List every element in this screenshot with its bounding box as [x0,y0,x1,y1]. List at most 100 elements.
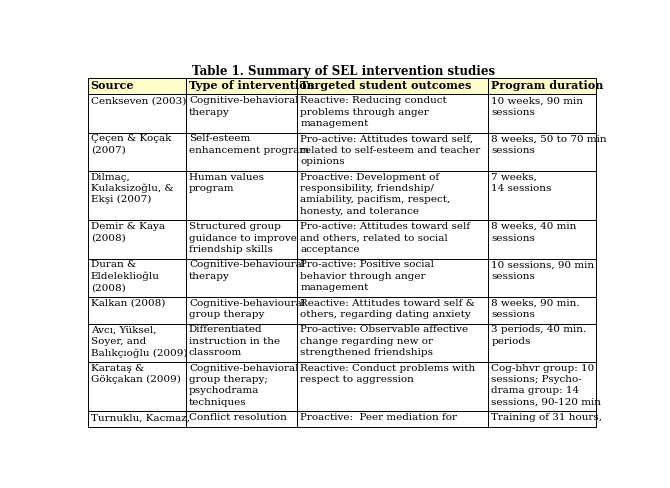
Text: classroom: classroom [189,348,242,357]
Text: drama group: 14: drama group: 14 [491,386,580,395]
Text: amiability, pacifism, respect,: amiability, pacifism, respect, [300,195,451,204]
Text: (2007): (2007) [90,146,125,155]
Text: Cenkseven (2003): Cenkseven (2003) [90,96,186,105]
Bar [186,220,297,259]
Text: others, regarding dating anxiety: others, regarding dating anxiety [300,310,471,319]
Bar [186,78,297,94]
Text: Program duration: Program duration [491,80,604,91]
Text: related to self-esteem and teacher: related to self-esteem and teacher [300,146,480,155]
Bar [488,133,596,171]
Bar [88,78,186,94]
Text: sessions: sessions [491,146,535,155]
Text: Karataş &: Karataş & [90,364,144,373]
Bar [186,259,297,297]
Text: Balıkçıoğlu (2009): Balıkçıoğlu (2009) [90,348,187,358]
Text: change regarding new or: change regarding new or [300,337,433,346]
Text: Table 1. Summary of SEL intervention studies: Table 1. Summary of SEL intervention stu… [192,64,495,78]
Text: Turnuklu, Kacmaz,: Turnuklu, Kacmaz, [90,413,190,422]
Text: therapy: therapy [189,107,230,117]
Text: Reactive: Reducing conduct: Reactive: Reducing conduct [300,96,447,105]
Text: respect to aggression: respect to aggression [300,375,414,384]
Text: friendship skills: friendship skills [189,245,273,254]
Text: Cognitive-behavioral: Cognitive-behavioral [189,96,298,105]
Bar [186,411,297,427]
Text: 7 weeks,: 7 weeks, [491,173,537,182]
Bar [88,171,186,220]
Bar [297,297,488,324]
Text: group therapy;: group therapy; [189,375,268,384]
Text: Differentiated: Differentiated [189,325,263,334]
Text: Cognitive-behavioural: Cognitive-behavioural [189,261,305,269]
Bar [186,324,297,362]
Text: Reactive: Attitudes toward self &: Reactive: Attitudes toward self & [300,299,475,307]
Text: Reactive: Conduct problems with: Reactive: Conduct problems with [300,364,476,373]
Bar [488,362,596,411]
Bar [488,78,596,94]
Text: sessions: sessions [491,310,535,319]
Text: Kalkan (2008): Kalkan (2008) [90,299,165,307]
Text: psychodrama: psychodrama [189,386,259,395]
Bar [488,259,596,297]
Text: management: management [300,283,369,292]
Text: 14 sessions: 14 sessions [491,184,551,193]
Text: Self-esteem: Self-esteem [189,134,250,143]
Text: Eldeleklioğlu: Eldeleklioğlu [90,272,159,281]
Text: Structured group: Structured group [189,222,281,231]
Text: Kulaksizoğlu, &: Kulaksizoğlu, & [90,184,174,193]
Text: Cognitive-behavioural: Cognitive-behavioural [189,299,305,307]
Bar [297,220,488,259]
Bar [88,133,186,171]
Text: Pro-active: Attitudes toward self: Pro-active: Attitudes toward self [300,222,470,231]
Text: group therapy: group therapy [189,310,264,319]
Text: Pro-active: Observable affective: Pro-active: Observable affective [300,325,468,334]
Bar [297,78,488,94]
Bar [186,133,297,171]
Text: Source: Source [90,80,134,91]
Bar [297,411,488,427]
Text: Avcı, Yüksel,: Avcı, Yüksel, [90,325,156,334]
Text: honesty, and tolerance: honesty, and tolerance [300,207,419,216]
Text: Type of intervention: Type of intervention [189,80,315,91]
Text: program: program [189,184,234,193]
Bar [297,94,488,133]
Text: Conflict resolution: Conflict resolution [189,413,287,422]
Text: problems through anger: problems through anger [300,107,429,117]
Bar [88,94,186,133]
Bar [488,297,596,324]
Text: 10 sessions, 90 min: 10 sessions, 90 min [491,261,594,269]
Text: (2008): (2008) [90,283,125,292]
Bar [488,411,596,427]
Bar [488,171,596,220]
Text: instruction in the: instruction in the [189,337,280,346]
Text: Soyer, and: Soyer, and [90,337,146,346]
Bar [488,220,596,259]
Bar [88,411,186,427]
Text: responsibility, friendship/: responsibility, friendship/ [300,184,434,193]
Text: 3 periods, 40 min.: 3 periods, 40 min. [491,325,586,334]
Text: Pro-active: Positive social: Pro-active: Positive social [300,261,434,269]
Text: techniques: techniques [189,398,247,407]
Text: Pro-active: Attitudes toward self,: Pro-active: Attitudes toward self, [300,134,474,143]
Bar [88,297,186,324]
Bar [297,133,488,171]
Text: Human values: Human values [189,173,264,182]
Text: sessions: sessions [491,234,535,243]
Text: Targeted student outcomes: Targeted student outcomes [300,80,472,91]
Text: 8 weeks, 40 min: 8 weeks, 40 min [491,222,577,231]
Text: opinions: opinions [300,157,345,166]
Text: acceptance: acceptance [300,245,360,254]
Text: sessions, 90-120 min: sessions, 90-120 min [491,398,601,407]
Bar [88,259,186,297]
Text: guidance to improve: guidance to improve [189,234,297,243]
Text: enhancement program: enhancement program [189,146,309,155]
Text: Cognitive-behavioral: Cognitive-behavioral [189,364,298,373]
Text: Proactive:  Peer mediation for: Proactive: Peer mediation for [300,413,458,422]
Bar [186,171,297,220]
Bar [186,362,297,411]
Bar [186,297,297,324]
Bar [186,94,297,133]
Text: Gökçakan (2009): Gökçakan (2009) [90,375,181,384]
Text: 10 weeks, 90 min: 10 weeks, 90 min [491,96,583,105]
Text: and others, related to social: and others, related to social [300,234,448,243]
Text: strengthened friendships: strengthened friendships [300,348,433,357]
